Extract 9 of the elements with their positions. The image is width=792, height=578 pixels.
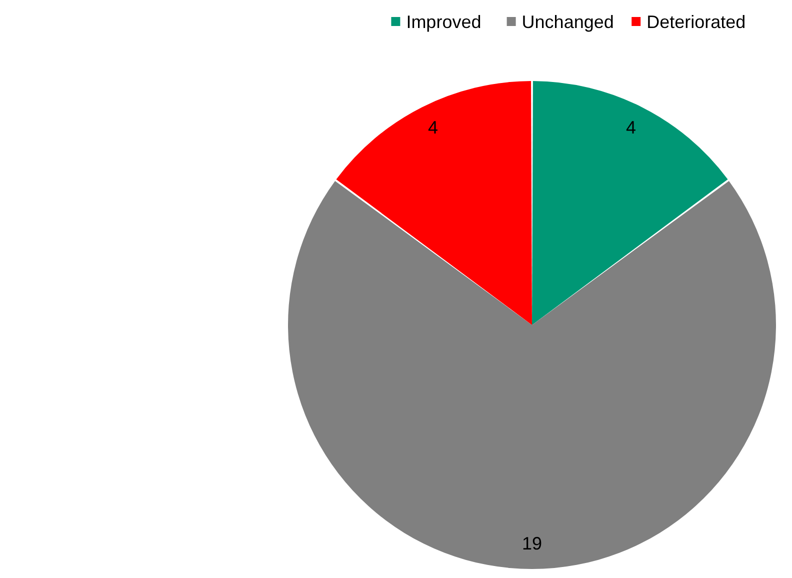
pie-slice	[288, 180, 776, 569]
data-label: 4	[626, 118, 636, 138]
legend-label: Unchanged	[522, 12, 614, 32]
legend-label: Deteriorated	[646, 12, 746, 32]
data-label: 4	[428, 118, 438, 138]
pie-slice	[532, 81, 728, 325]
data-label: 19	[522, 533, 542, 554]
legend-label: Improved	[406, 12, 482, 32]
pie-slice	[336, 81, 532, 325]
